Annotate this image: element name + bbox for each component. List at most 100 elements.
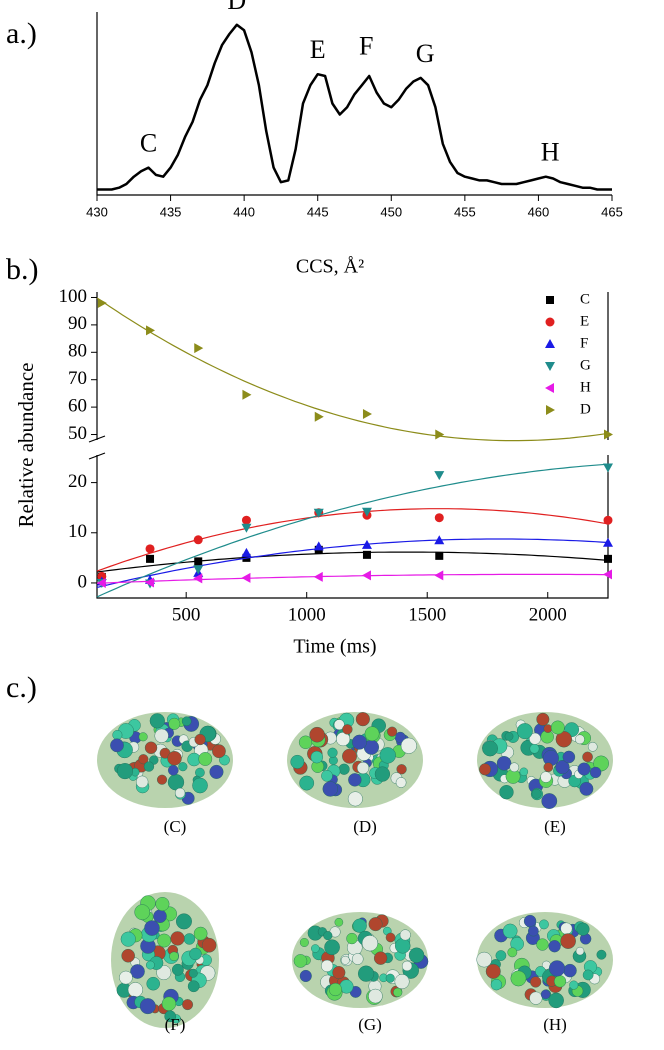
y-tick-label: 10 [68,521,87,542]
atom [198,752,213,766]
atom [182,999,194,1011]
atom [167,774,185,791]
marker [145,577,155,588]
atom [540,771,552,783]
atom [529,732,541,745]
legend-label: F [580,335,588,351]
structure-label: (H) [543,1015,567,1034]
marker [194,557,203,566]
y-axis-label: Relative abundance [14,362,38,527]
marker [193,573,203,584]
atom [187,980,200,993]
molecule [477,712,613,809]
atom [332,966,346,980]
peak-label: G [416,39,435,68]
atom [502,923,518,939]
atom [144,741,158,754]
molecule [111,892,219,1028]
atom [120,931,136,947]
atom [351,953,364,965]
y-tick-label: 50 [68,423,87,444]
atom [385,973,395,983]
marker [313,541,324,551]
atom [479,763,492,776]
atom [361,935,379,952]
atom [130,964,145,979]
atom [299,969,312,982]
atom [553,975,567,988]
marker [545,383,554,393]
atom [299,938,309,947]
x-axis-label: CCS, Å² [296,256,364,278]
atom [336,732,351,747]
atom [348,773,362,787]
y-tick-label: 70 [68,368,87,389]
y-tick-label: 20 [68,471,87,492]
atom [555,731,573,748]
marker [241,547,252,557]
atom [576,922,590,936]
atom [119,970,133,985]
atom [299,775,315,791]
x-tick-label: 1500 [408,604,446,625]
marker [193,565,204,575]
atom [401,960,413,972]
trendline [96,538,609,588]
marker [603,537,613,547]
atom [143,761,155,772]
marker [313,571,323,582]
atom [168,765,179,776]
atom [587,741,598,752]
atom [169,951,179,962]
marker [603,569,612,580]
structure-label: (E) [544,817,566,836]
atom [530,976,542,988]
legend-label: G [580,357,591,373]
structure-label: (G) [358,1015,382,1034]
y-tick-label: 90 [68,313,87,334]
atom [482,740,498,757]
atom [519,767,529,777]
marker [241,572,251,583]
atom [496,756,512,771]
atom [138,754,149,765]
atom [499,785,514,800]
panel-label: b.) [6,253,39,286]
spectrum [97,23,612,191]
atom [209,764,224,779]
atom [569,980,579,990]
atom [321,770,333,782]
atom [170,931,185,946]
atom [333,719,345,731]
atom [510,937,524,951]
atom [529,991,543,1005]
atom [582,751,593,763]
trendline [96,463,609,598]
trendline [96,508,609,572]
atom [562,750,576,764]
marker [434,535,445,545]
x-tick-label: 500 [172,604,201,625]
marker [604,554,612,563]
x-tick-label: 435 [160,204,182,219]
atom [539,919,549,930]
atom [523,914,537,928]
atom [156,774,168,785]
atom [396,764,407,775]
atom [138,732,148,742]
marker [313,508,324,518]
marker [194,343,204,354]
atom [351,734,367,750]
marker [314,411,324,422]
atom [201,937,217,953]
atom [146,976,160,991]
trendline [96,551,609,573]
atom [579,781,594,796]
marker [434,471,445,481]
marker [362,550,371,559]
atom [364,726,380,742]
atom [352,918,367,933]
atom [212,744,226,759]
axis [96,12,612,196]
atom [589,766,602,779]
